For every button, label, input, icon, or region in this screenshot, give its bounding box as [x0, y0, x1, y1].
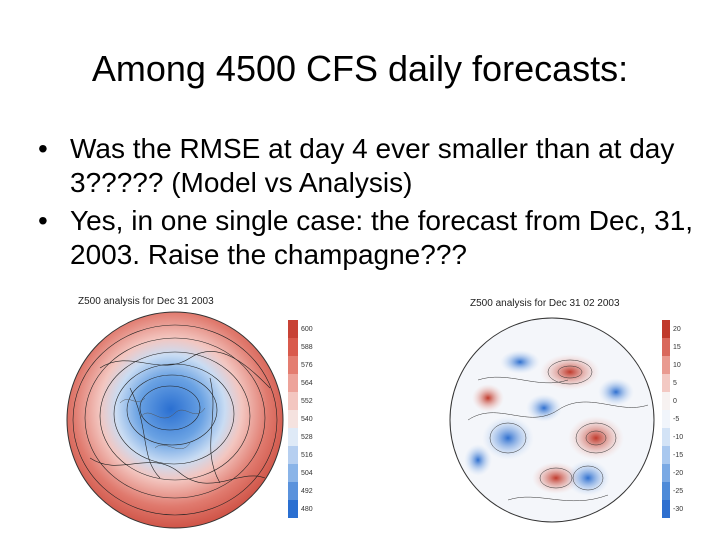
- right-contours: [467, 359, 649, 502]
- right-cbar-label: -30: [673, 506, 683, 513]
- bullet-text: Was the RMSE at day 4 ever smaller than …: [70, 133, 675, 198]
- slide-title: Among 4500 CFS daily forecasts:: [91, 48, 629, 89]
- left-map: 600 588 576 564 552 540 528 516 504 492 …: [60, 308, 320, 538]
- left-map-caption: Z500 analysis for Dec 31 2003: [78, 296, 214, 307]
- bullet-item: • Yes, in one single case: the forecast …: [38, 204, 698, 272]
- right-cbar-label: -20: [673, 470, 683, 477]
- left-cbar-label: 576: [301, 362, 313, 369]
- left-map-svg: 600 588 576 564 552 540 528 516 504 492 …: [66, 311, 313, 529]
- bullet-dot: •: [38, 133, 48, 164]
- right-cbar-label: -15: [673, 452, 683, 459]
- right-cbar-label: -10: [673, 434, 683, 441]
- right-map-svg: 20 15 10 5 0 -5 -10 -15 -20 -25 -30: [449, 317, 683, 523]
- left-cbar-label: 564: [301, 380, 313, 387]
- right-map: 20 15 10 5 0 -5 -10 -15 -20 -25 -30: [448, 310, 710, 540]
- left-cbar-label: 552: [301, 398, 313, 405]
- left-coastlines: [119, 397, 206, 449]
- left-cbar-label: 600: [301, 326, 313, 333]
- bullet-list: • Was the RMSE at day 4 ever smaller tha…: [38, 132, 698, 276]
- left-cbar-label: 588: [301, 344, 313, 351]
- left-colorbar: 600 588 576 564 552 540 528 516 504 492 …: [288, 320, 313, 518]
- right-cbar-label: 10: [673, 362, 681, 369]
- left-cbar-label: 480: [301, 506, 313, 513]
- right-map-caption: Z500 analysis for Dec 31 02 2003: [470, 298, 620, 309]
- bullet-item: • Was the RMSE at day 4 ever smaller tha…: [38, 132, 698, 200]
- bullet-dot: •: [38, 205, 48, 236]
- right-cbar-label: 20: [673, 326, 681, 333]
- left-map-disc: [66, 311, 284, 529]
- left-contours: [72, 324, 278, 516]
- right-colorbar: 20 15 10 5 0 -5 -10 -15 -20 -25 -30: [662, 320, 683, 518]
- left-cbar-label: 516: [301, 452, 313, 459]
- left-cbar-label: 528: [301, 434, 313, 441]
- right-cbar-label: -25: [673, 488, 683, 495]
- bullet-text: Yes, in one single case: the forecast fr…: [70, 205, 694, 270]
- left-cbar-label: 540: [301, 416, 313, 423]
- right-cbar-label: 5: [673, 380, 677, 387]
- right-cbar-label: 15: [673, 344, 681, 351]
- right-cbar-label: 0: [673, 398, 677, 405]
- right-cbar-label: -5: [673, 416, 679, 423]
- left-cbar-label: 504: [301, 470, 313, 477]
- left-cbar-label: 492: [301, 488, 313, 495]
